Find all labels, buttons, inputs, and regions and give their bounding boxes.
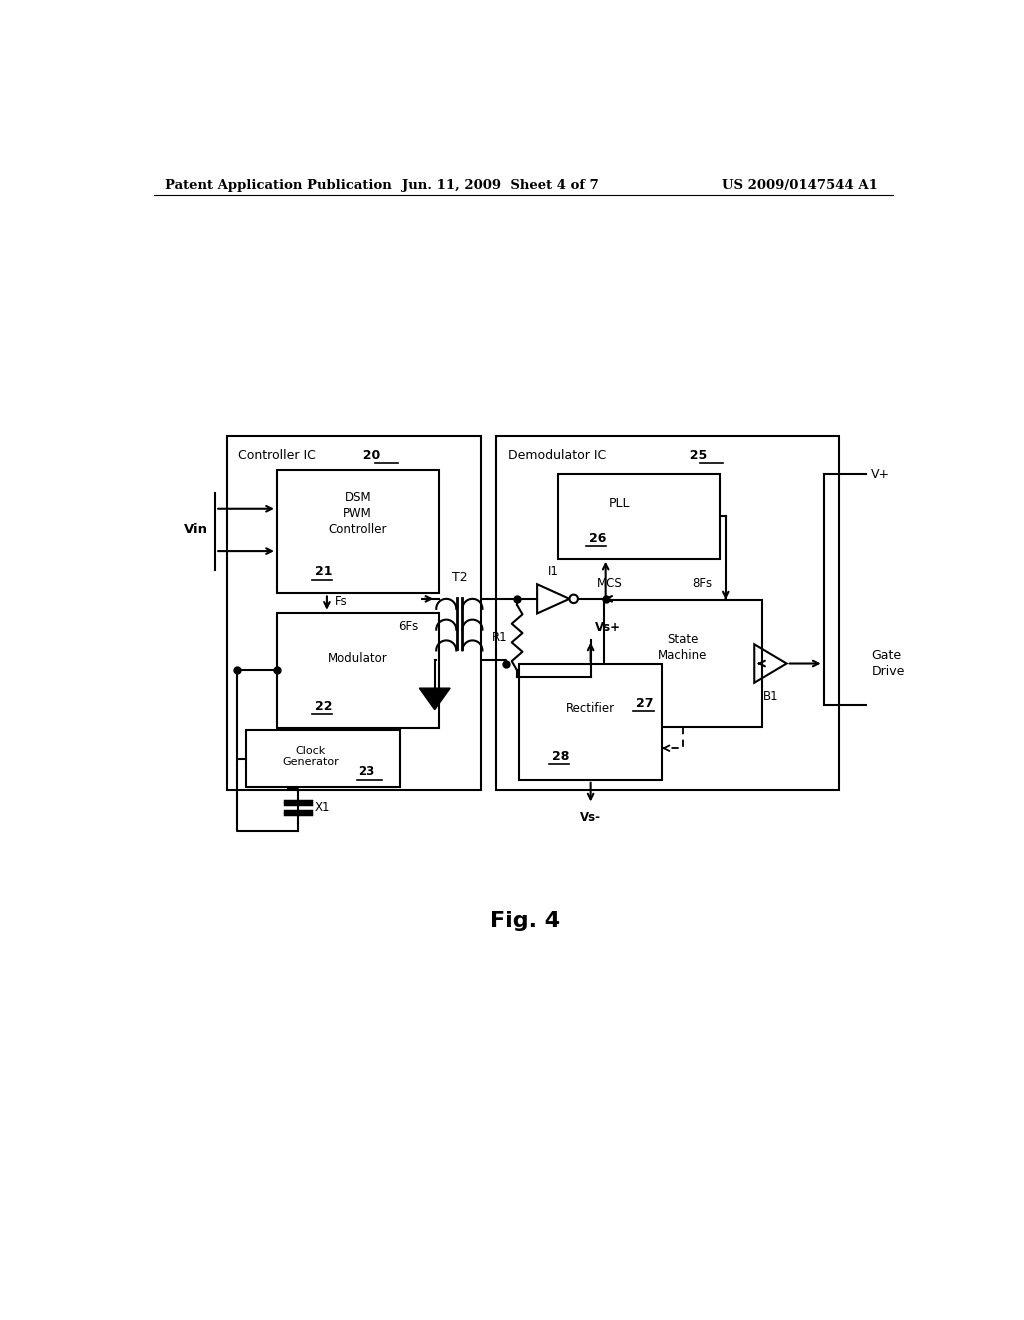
Text: Gate
Drive: Gate Drive — [871, 649, 904, 678]
Text: 27: 27 — [637, 697, 654, 710]
Text: Demodulator IC: Demodulator IC — [508, 450, 606, 462]
Text: 26: 26 — [589, 532, 606, 545]
Bar — [276, 612, 438, 729]
Text: MCS: MCS — [596, 577, 623, 590]
Text: 6Fs: 6Fs — [398, 620, 419, 634]
Bar — [604, 599, 762, 726]
Text: 8Fs: 8Fs — [692, 577, 712, 590]
Text: State
Machine: State Machine — [658, 634, 708, 663]
Polygon shape — [419, 688, 451, 710]
Text: Vs-: Vs- — [581, 810, 601, 824]
Text: 22: 22 — [315, 700, 333, 713]
Bar — [246, 730, 400, 788]
Text: B1: B1 — [763, 690, 778, 704]
Text: Fig. 4: Fig. 4 — [489, 911, 560, 931]
Text: Controller IC: Controller IC — [239, 450, 316, 462]
Text: X1: X1 — [314, 801, 330, 813]
Text: V+: V+ — [871, 467, 891, 480]
Text: 20: 20 — [354, 450, 380, 462]
Text: 23: 23 — [358, 766, 375, 779]
Text: T2: T2 — [452, 572, 467, 585]
Text: DSM
PWM
Controller: DSM PWM Controller — [329, 491, 387, 536]
Bar — [519, 664, 662, 780]
Text: I1: I1 — [548, 565, 559, 578]
Bar — [226, 436, 481, 789]
Text: Fs: Fs — [335, 594, 347, 607]
Text: US 2009/0147544 A1: US 2009/0147544 A1 — [722, 178, 878, 191]
Text: R1: R1 — [493, 631, 508, 644]
Text: Modulator: Modulator — [328, 652, 388, 665]
Text: Clock
Generator: Clock Generator — [283, 746, 339, 767]
Text: 21: 21 — [315, 565, 333, 578]
Bar — [558, 474, 720, 558]
Bar — [276, 470, 438, 594]
Text: 25: 25 — [681, 450, 708, 462]
Text: Patent Application Publication: Patent Application Publication — [165, 178, 392, 191]
Text: Jun. 11, 2009  Sheet 4 of 7: Jun. 11, 2009 Sheet 4 of 7 — [401, 178, 599, 191]
Text: PLL: PLL — [608, 498, 630, 511]
Bar — [497, 436, 839, 789]
Text: Vin: Vin — [183, 523, 208, 536]
Text: Vs+: Vs+ — [595, 622, 621, 635]
Text: Rectifier: Rectifier — [566, 702, 615, 714]
Text: 28: 28 — [552, 750, 569, 763]
